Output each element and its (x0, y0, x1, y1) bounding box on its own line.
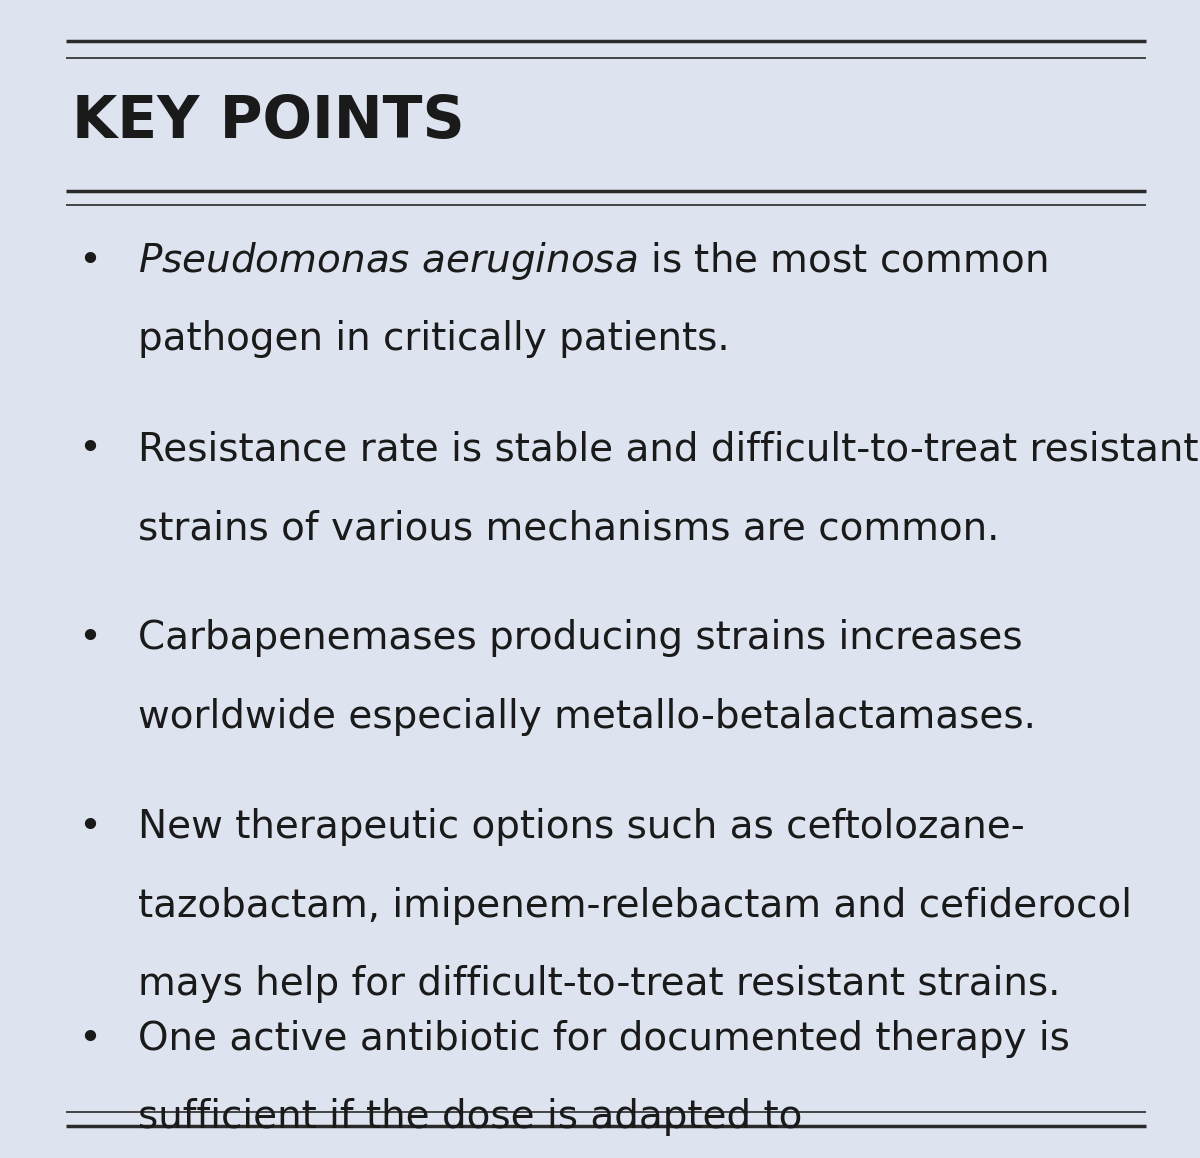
Text: Resistance rate is stable and difficult-to-treat resistant: Resistance rate is stable and difficult-… (138, 431, 1199, 468)
Text: •: • (78, 808, 102, 845)
Text: One active antibiotic for documented therapy is: One active antibiotic for documented the… (138, 1020, 1070, 1057)
Text: pathogen in critically patients.: pathogen in critically patients. (138, 321, 730, 358)
Text: Carbapenemases producing strains increases: Carbapenemases producing strains increas… (138, 620, 1022, 657)
Text: New therapeutic options such as ceftolozane-: New therapeutic options such as ceftoloz… (138, 808, 1025, 845)
Text: worldwide especially metallo-betalactamases.: worldwide especially metallo-betalactama… (138, 698, 1036, 735)
Text: strains of various mechanisms are common.: strains of various mechanisms are common… (138, 510, 1000, 547)
Text: •: • (78, 620, 102, 657)
Text: $\it{Pseudomonas\ aeruginosa}$ is the most common: $\it{Pseudomonas\ aeruginosa}$ is the mo… (138, 240, 1048, 281)
Text: sufficient if the dose is adapted to: sufficient if the dose is adapted to (138, 1099, 803, 1136)
Text: •: • (78, 431, 102, 468)
Text: tazobactam, imipenem-relebactam and cefiderocol: tazobactam, imipenem-relebactam and cefi… (138, 887, 1132, 924)
Text: •: • (78, 1020, 102, 1057)
Text: •: • (78, 242, 102, 279)
Text: KEY POINTS: KEY POINTS (72, 93, 464, 151)
Text: mays help for difficult-to-treat resistant strains.: mays help for difficult-to-treat resista… (138, 966, 1061, 1003)
